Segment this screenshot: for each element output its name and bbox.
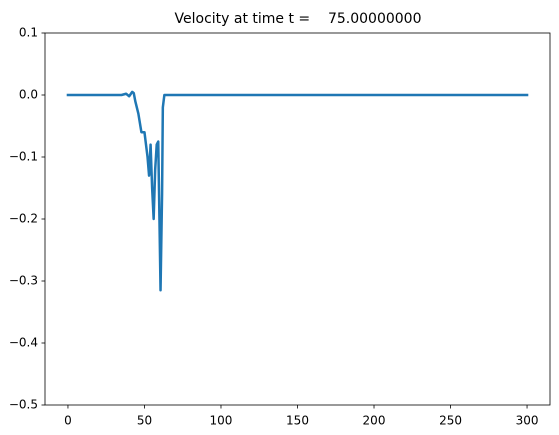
- x-tick-label: 250: [439, 414, 462, 428]
- y-tick-label: 0.0: [19, 88, 38, 102]
- x-tick-label: 100: [210, 414, 233, 428]
- line: [66, 90, 529, 292]
- x-tick-label: 50: [137, 414, 152, 428]
- y-tick-label: −0.4: [9, 336, 38, 350]
- y-tick-label: −0.5: [9, 398, 38, 412]
- y-tick-label: −0.3: [9, 274, 38, 288]
- y-tick-label: −0.1: [9, 150, 38, 164]
- x-tick-label: 150: [286, 414, 309, 428]
- y-tick-label: −0.2: [9, 212, 38, 226]
- x-tick-label: 300: [516, 414, 539, 428]
- chart-title: Velocity at time t = 75.00000000: [175, 11, 422, 27]
- x-tick-label: 200: [363, 414, 386, 428]
- plot-frame: [44, 32, 551, 406]
- y-tick-label: 0.1: [19, 26, 38, 40]
- x-tick-label: 0: [64, 414, 72, 428]
